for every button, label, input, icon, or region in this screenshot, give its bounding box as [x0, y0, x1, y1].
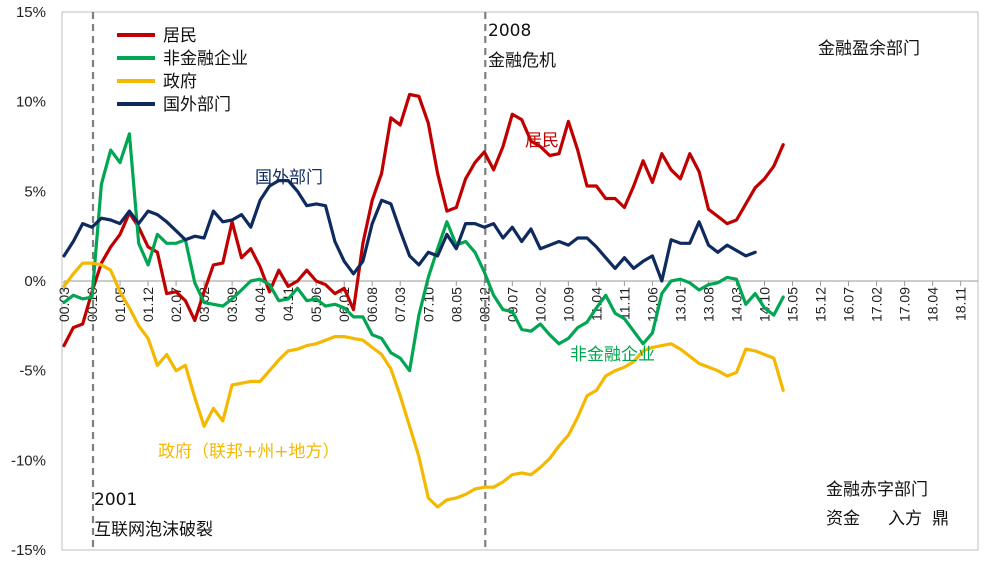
inline-label-foreign: 国外部门: [255, 168, 323, 188]
y-tick-label: 5%: [24, 183, 46, 200]
inline-label-corporate: 非金融企业: [570, 345, 655, 365]
x-tick-label: 01.12: [140, 287, 156, 322]
inline-label-government: 政府（联邦+州+地方）: [158, 442, 340, 462]
y-tick-label: 10%: [16, 94, 46, 111]
y-tick-label: -10%: [11, 452, 46, 469]
annotation-2008-text: 金融危机: [488, 51, 556, 71]
x-tick-label: 17.09: [897, 287, 913, 322]
annotation-2008-year: 2008: [488, 21, 531, 41]
x-tick-label: 15.05: [785, 287, 801, 322]
x-tick-label: 16.07: [841, 287, 857, 322]
legend-label-government: 政府: [163, 72, 197, 92]
x-tick-label: 11.11: [616, 287, 632, 320]
x-tick-label: 17.02: [869, 287, 885, 322]
x-tick-label: 09.07: [504, 287, 520, 322]
x-tick-label: 08.05: [448, 287, 464, 322]
x-tick-label: 10.09: [560, 287, 576, 322]
x-tick-label: 06.08: [364, 287, 380, 322]
series-line-government: [62, 261, 785, 509]
annotation-2001-text: 互联网泡沫破裂: [94, 520, 213, 540]
y-tick-label: 0%: [24, 273, 46, 290]
x-tick-label: 18.04: [925, 287, 941, 322]
x-tick-label: 10.02: [532, 287, 548, 322]
y-axis: 15% 10% 5% 0% -5% -10% -15%: [11, 4, 46, 559]
x-tick-label: 13.08: [700, 287, 716, 322]
x-tick-label: 07.03: [392, 287, 408, 322]
annotation-deficit-1: 金融赤字部门: [826, 480, 928, 500]
series-lines: [62, 92, 785, 509]
x-tick-label: 14.10: [757, 287, 773, 322]
inline-label-households: 居民: [525, 131, 559, 151]
series-line-households: [62, 92, 785, 348]
y-tick-label: 15%: [16, 4, 46, 21]
y-tick-label: -5%: [19, 363, 46, 380]
x-tick-label: 13.01: [672, 287, 688, 322]
x-tick-label: 05.06: [308, 287, 324, 322]
annotation-watermark-2: 鼎: [932, 509, 949, 529]
x-tick-label: 00.03: [56, 287, 72, 322]
legend-label-households: 居民: [163, 26, 197, 46]
x-tick-label: 14.03: [728, 287, 744, 322]
x-tick-label: 15.12: [813, 287, 829, 322]
annotation-2001-year: 2001: [94, 490, 137, 510]
x-tick-label: 04.04: [252, 287, 268, 322]
y-tick-label: -15%: [11, 542, 46, 559]
legend-label-foreign: 国外部门: [163, 95, 231, 115]
annotation-watermark: 入方: [888, 509, 922, 529]
series-line-foreign: [62, 179, 757, 283]
annotation-surplus: 金融盈余部门: [818, 39, 920, 59]
legend: 居民 非金融企业 政府 国外部门: [117, 26, 248, 115]
legend-label-corporate: 非金融企业: [163, 49, 248, 69]
x-tick-label: 18.11: [953, 287, 969, 321]
annotation-deficit-2: 资金: [826, 509, 860, 529]
